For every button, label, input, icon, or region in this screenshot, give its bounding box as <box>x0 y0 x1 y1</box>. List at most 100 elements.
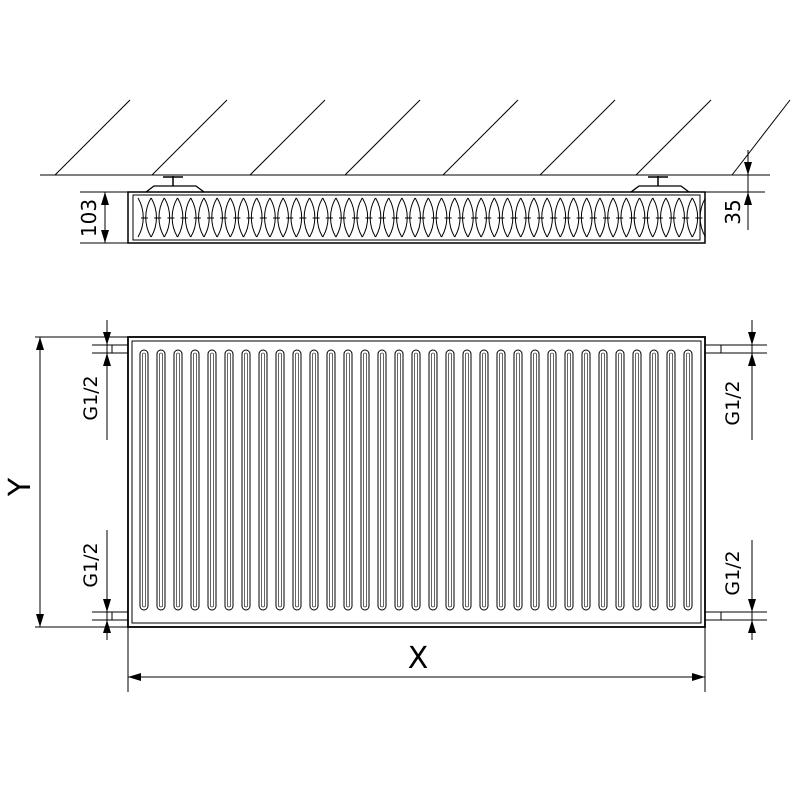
convector-fin <box>256 197 271 238</box>
wall-hatch-line <box>442 99 519 176</box>
pipe-connection <box>704 611 722 621</box>
panel-profile <box>173 349 183 611</box>
convector-fin <box>625 197 640 238</box>
convector-fin <box>150 197 165 238</box>
arrow-icon <box>36 337 44 350</box>
convector-fin <box>507 197 522 238</box>
convector-fin <box>203 197 218 238</box>
panel-profile <box>513 349 523 611</box>
arrow-icon <box>748 599 756 612</box>
panel-profile <box>632 349 642 611</box>
panel-profile <box>190 349 200 611</box>
convector-fin <box>322 197 337 238</box>
dimension-103-label: 103 <box>77 199 101 237</box>
panel-profile-inner <box>193 352 197 608</box>
panel-profile <box>615 349 625 611</box>
panel-profile <box>207 349 217 611</box>
convector-fin <box>388 197 403 238</box>
convector-fin <box>177 197 192 238</box>
panel-profile-inner <box>210 352 214 608</box>
panel-profile-inner <box>278 352 282 608</box>
panel-profile <box>411 349 421 611</box>
panel-profile <box>445 349 455 611</box>
panel-profile <box>598 349 608 611</box>
panel-profile-inner <box>635 352 639 608</box>
arrow-icon <box>748 353 756 366</box>
convector-fin <box>163 197 178 238</box>
arrow-icon <box>103 353 111 366</box>
panel-profile <box>428 349 438 611</box>
top-view-radiator-outline <box>127 191 706 244</box>
panel-profile <box>139 349 149 611</box>
convector-fin <box>269 197 284 238</box>
convector-fin <box>137 197 152 238</box>
arrow-icon <box>128 673 141 681</box>
dimension-35-label: 35 <box>721 199 745 224</box>
arrow-icon <box>103 599 111 612</box>
panel-profile-inner <box>431 352 435 608</box>
panel-profile-inner <box>482 352 486 608</box>
panel-profile <box>156 349 166 611</box>
convector-fin <box>678 197 693 238</box>
panel-profile <box>462 349 472 611</box>
convector-fin <box>493 197 508 238</box>
panel-profile-inner <box>567 352 571 608</box>
convector-fin <box>414 197 429 238</box>
panel-profile <box>258 349 268 611</box>
front-view-panel-outline <box>127 336 706 628</box>
panel-profile <box>683 349 693 611</box>
convector-fin <box>427 197 442 238</box>
convector-fin <box>454 197 469 238</box>
convector-fin <box>652 197 667 238</box>
panel-profile-inner <box>499 352 503 608</box>
wall-hatch-line <box>344 99 421 176</box>
panel-profile-inner <box>652 352 656 608</box>
convector-fin <box>533 197 548 238</box>
convector-fin <box>586 197 601 238</box>
panel-profile <box>564 349 574 611</box>
wall-bracket <box>630 185 690 193</box>
arrow-icon <box>101 230 109 243</box>
convector-fin <box>612 197 627 238</box>
arrow-icon <box>103 332 111 345</box>
arrow-icon <box>748 620 756 633</box>
front-view-panel-inner <box>131 340 702 624</box>
panel-profile <box>530 349 540 611</box>
convector-fin <box>573 197 588 238</box>
panel-profile-inner <box>414 352 418 608</box>
convector-fin <box>295 197 310 238</box>
panel-profile <box>581 349 591 611</box>
panel-profile-inner <box>465 352 469 608</box>
convector-fin <box>480 197 495 238</box>
convector-fin <box>546 197 561 238</box>
panel-profile-inner <box>176 352 180 608</box>
arrow-icon <box>748 332 756 345</box>
convector-fin <box>665 197 680 238</box>
panel-profile-inner <box>244 352 248 608</box>
pipe-connection <box>111 344 129 354</box>
convector-fin <box>401 197 416 238</box>
panel-profile <box>666 349 676 611</box>
pipe-connection <box>111 611 129 621</box>
wall-hatch-line <box>151 99 228 176</box>
convector-fin <box>599 197 614 238</box>
convector-fin <box>559 197 574 238</box>
convector-fin <box>348 197 363 238</box>
panel-profile-inner <box>601 352 605 608</box>
convector-fin <box>520 197 535 238</box>
panel-profile <box>394 349 404 611</box>
panel-profile <box>292 349 302 611</box>
arrow-icon <box>744 162 752 175</box>
panel-profile <box>224 349 234 611</box>
convector-fin <box>467 197 482 238</box>
wall-bracket <box>145 185 205 193</box>
convector-fin <box>216 197 231 238</box>
panel-profile <box>360 349 370 611</box>
arrow-icon <box>36 614 44 627</box>
panel-profile-inner <box>550 352 554 608</box>
panel-profile <box>326 349 336 611</box>
wall-hatch-line <box>54 99 131 176</box>
convector-fin <box>691 197 706 238</box>
panel-profile-inner <box>227 352 231 608</box>
